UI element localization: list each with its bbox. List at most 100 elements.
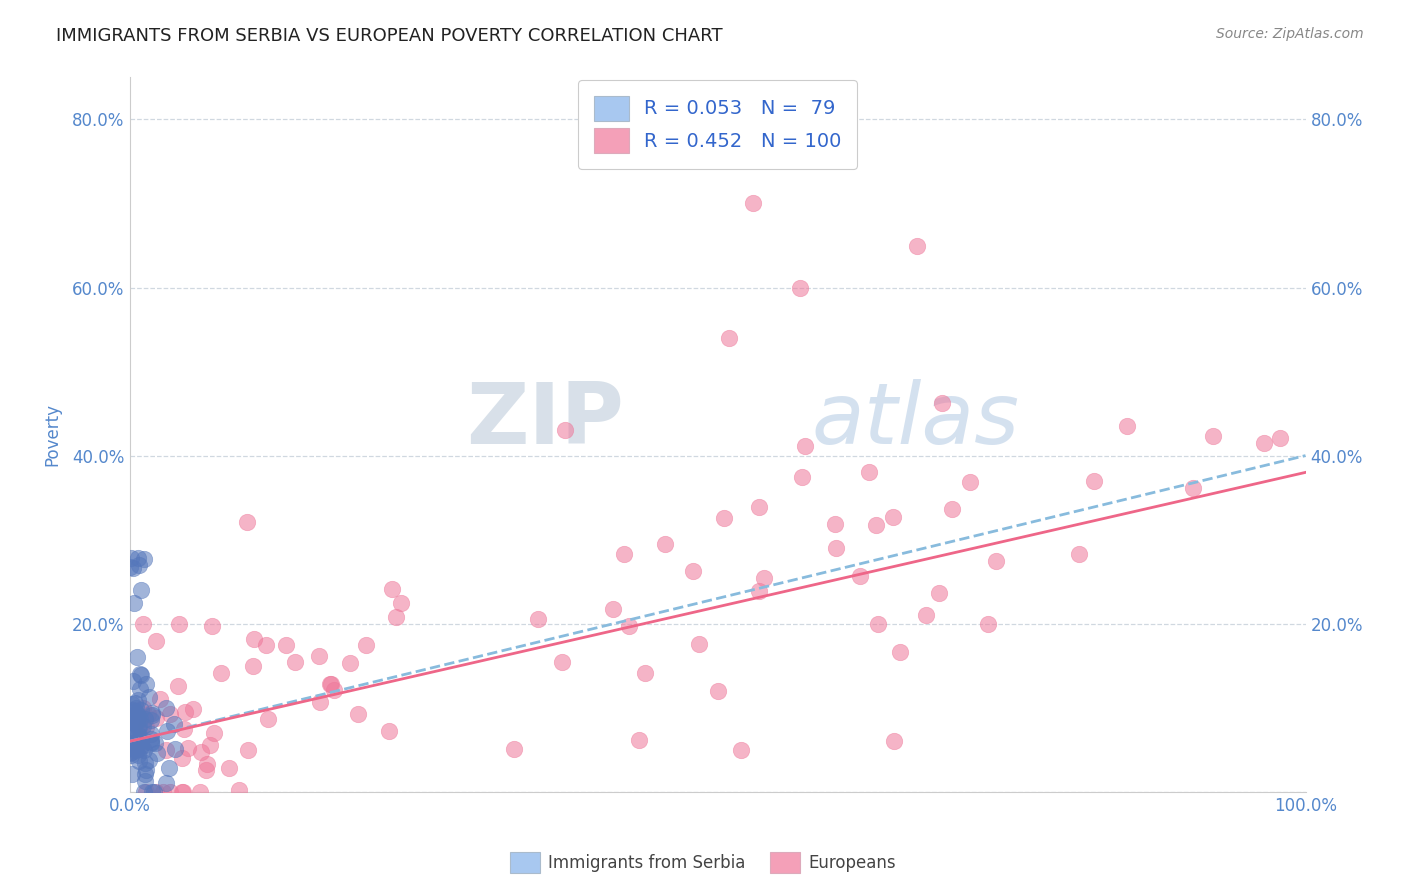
- Point: [127, 735, 149, 749]
- Point: [928, 586, 950, 600]
- Point: [385, 610, 408, 624]
- Point: [284, 655, 307, 669]
- Point: [228, 782, 250, 797]
- Point: [858, 465, 880, 479]
- Point: [122, 674, 145, 689]
- Point: [308, 649, 330, 664]
- Point: [146, 746, 169, 760]
- Point: [794, 439, 817, 453]
- Point: [163, 717, 186, 731]
- Point: [122, 736, 145, 750]
- Point: [1067, 547, 1090, 561]
- Point: [129, 739, 152, 753]
- Point: [155, 776, 177, 790]
- Point: [128, 558, 150, 572]
- Point: [159, 785, 181, 799]
- Point: [254, 638, 277, 652]
- Point: [134, 767, 156, 781]
- Point: [319, 677, 342, 691]
- Point: [931, 396, 953, 410]
- Point: [1115, 419, 1137, 434]
- Point: [381, 582, 404, 596]
- Point: [209, 666, 232, 681]
- Point: [138, 690, 160, 704]
- Point: [122, 725, 145, 739]
- Point: [120, 550, 142, 565]
- Point: [551, 655, 574, 669]
- Point: [194, 763, 217, 777]
- Point: [134, 712, 156, 726]
- Point: [824, 516, 846, 531]
- Point: [121, 697, 143, 711]
- Point: [152, 785, 174, 799]
- Point: [389, 596, 412, 610]
- Point: [125, 726, 148, 740]
- Text: IMMIGRANTS FROM SERBIA VS EUROPEAN POVERTY CORRELATION CHART: IMMIGRANTS FROM SERBIA VS EUROPEAN POVER…: [56, 27, 723, 45]
- Point: [149, 692, 172, 706]
- Point: [790, 470, 813, 484]
- Point: [122, 716, 145, 731]
- Point: [138, 753, 160, 767]
- Point: [141, 713, 163, 727]
- Point: [125, 743, 148, 757]
- Point: [125, 714, 148, 728]
- Point: [132, 701, 155, 715]
- Point: [882, 510, 904, 524]
- Point: [984, 554, 1007, 568]
- Point: [198, 738, 221, 752]
- Point: [173, 722, 195, 736]
- Point: [730, 742, 752, 756]
- Point: [236, 743, 259, 757]
- Point: [129, 732, 152, 747]
- Point: [883, 734, 905, 748]
- Point: [748, 500, 770, 515]
- Point: [188, 785, 211, 799]
- Point: [127, 728, 149, 742]
- Point: [132, 616, 155, 631]
- Point: [866, 617, 889, 632]
- Point: [682, 564, 704, 578]
- Point: [554, 423, 576, 437]
- Point: [125, 701, 148, 715]
- Point: [602, 602, 624, 616]
- Point: [122, 560, 145, 574]
- Point: [628, 732, 651, 747]
- Point: [977, 616, 1000, 631]
- Point: [941, 501, 963, 516]
- Point: [155, 701, 177, 715]
- Point: [141, 785, 163, 799]
- Point: [789, 280, 811, 294]
- Point: [141, 731, 163, 746]
- Point: [129, 583, 152, 598]
- Point: [141, 735, 163, 749]
- Point: [1253, 436, 1275, 450]
- Point: [125, 649, 148, 664]
- Point: [752, 571, 775, 585]
- Point: [617, 619, 640, 633]
- Point: [118, 560, 141, 574]
- Point: [121, 709, 143, 723]
- Point: [378, 723, 401, 738]
- Y-axis label: Poverty: Poverty: [44, 403, 60, 466]
- Point: [132, 785, 155, 799]
- Point: [128, 754, 150, 768]
- Point: [134, 773, 156, 788]
- Point: [201, 619, 224, 633]
- Point: [127, 707, 149, 722]
- Point: [706, 684, 728, 698]
- Point: [218, 761, 240, 775]
- Point: [132, 742, 155, 756]
- Point: [124, 696, 146, 710]
- Point: [135, 720, 157, 734]
- Point: [166, 679, 188, 693]
- Point: [177, 741, 200, 756]
- Point: [713, 510, 735, 524]
- Point: [156, 724, 179, 739]
- Point: [825, 541, 848, 556]
- Point: [159, 706, 181, 721]
- Text: atlas: atlas: [811, 379, 1019, 462]
- Point: [613, 547, 636, 561]
- Point: [323, 682, 346, 697]
- Point: [143, 737, 166, 751]
- Point: [849, 569, 872, 583]
